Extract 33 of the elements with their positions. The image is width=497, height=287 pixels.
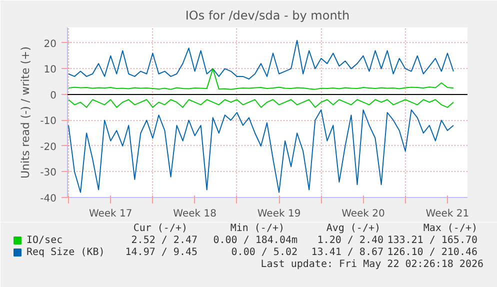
text: 133.21 / 165.70 [387,235,478,246]
text: 1.20 / 2.40 [317,235,384,246]
text: Last update: Fri May 22 02:26:18 2026 [260,259,484,270]
text: 0.00 / 5.02 [231,247,298,258]
text: 14.97 / 9.45 [125,247,198,258]
text: 126.10 / 210.46 [387,247,478,258]
line-series [68,68,454,90]
x-tick-label: Week 20 [342,208,385,220]
text: 13.41 / 8.67 [311,247,384,258]
line-series [68,40,454,80]
y-tick-label: -40 [40,194,57,204]
chart-title: IOs for /dev/sda - by month [185,8,350,22]
text: 2.52 / 2.47 [131,235,198,246]
text: 0.00 / 184.04m [213,235,298,246]
line-series [68,109,454,193]
y-tick-label: 0 [50,90,57,102]
y-tick-label: 20 [44,38,57,50]
line-series [68,99,454,108]
text: Max (-/+) [423,223,478,234]
text: Cur (-/+) [133,223,188,234]
x-tick-label: Week 18 [173,208,216,220]
y-axis-title: Units read (-) / write (+) [19,46,32,179]
x-tick-label: Week 21 [426,208,470,220]
y-tick-label: -10 [40,116,57,128]
legend-label: Req Size (KB) [26,247,105,258]
x-tick-label: Week 19 [257,208,301,220]
legend-label: IO/sec [26,235,63,246]
x-tick-label: Week 17 [88,208,132,220]
y-tick-label: -20 [40,142,57,153]
text: Avg (-/+) [326,223,381,234]
y-tick-label: 10 [44,64,57,76]
y-tick-label: -30 [40,168,57,179]
text: Min (-/+) [230,223,285,234]
